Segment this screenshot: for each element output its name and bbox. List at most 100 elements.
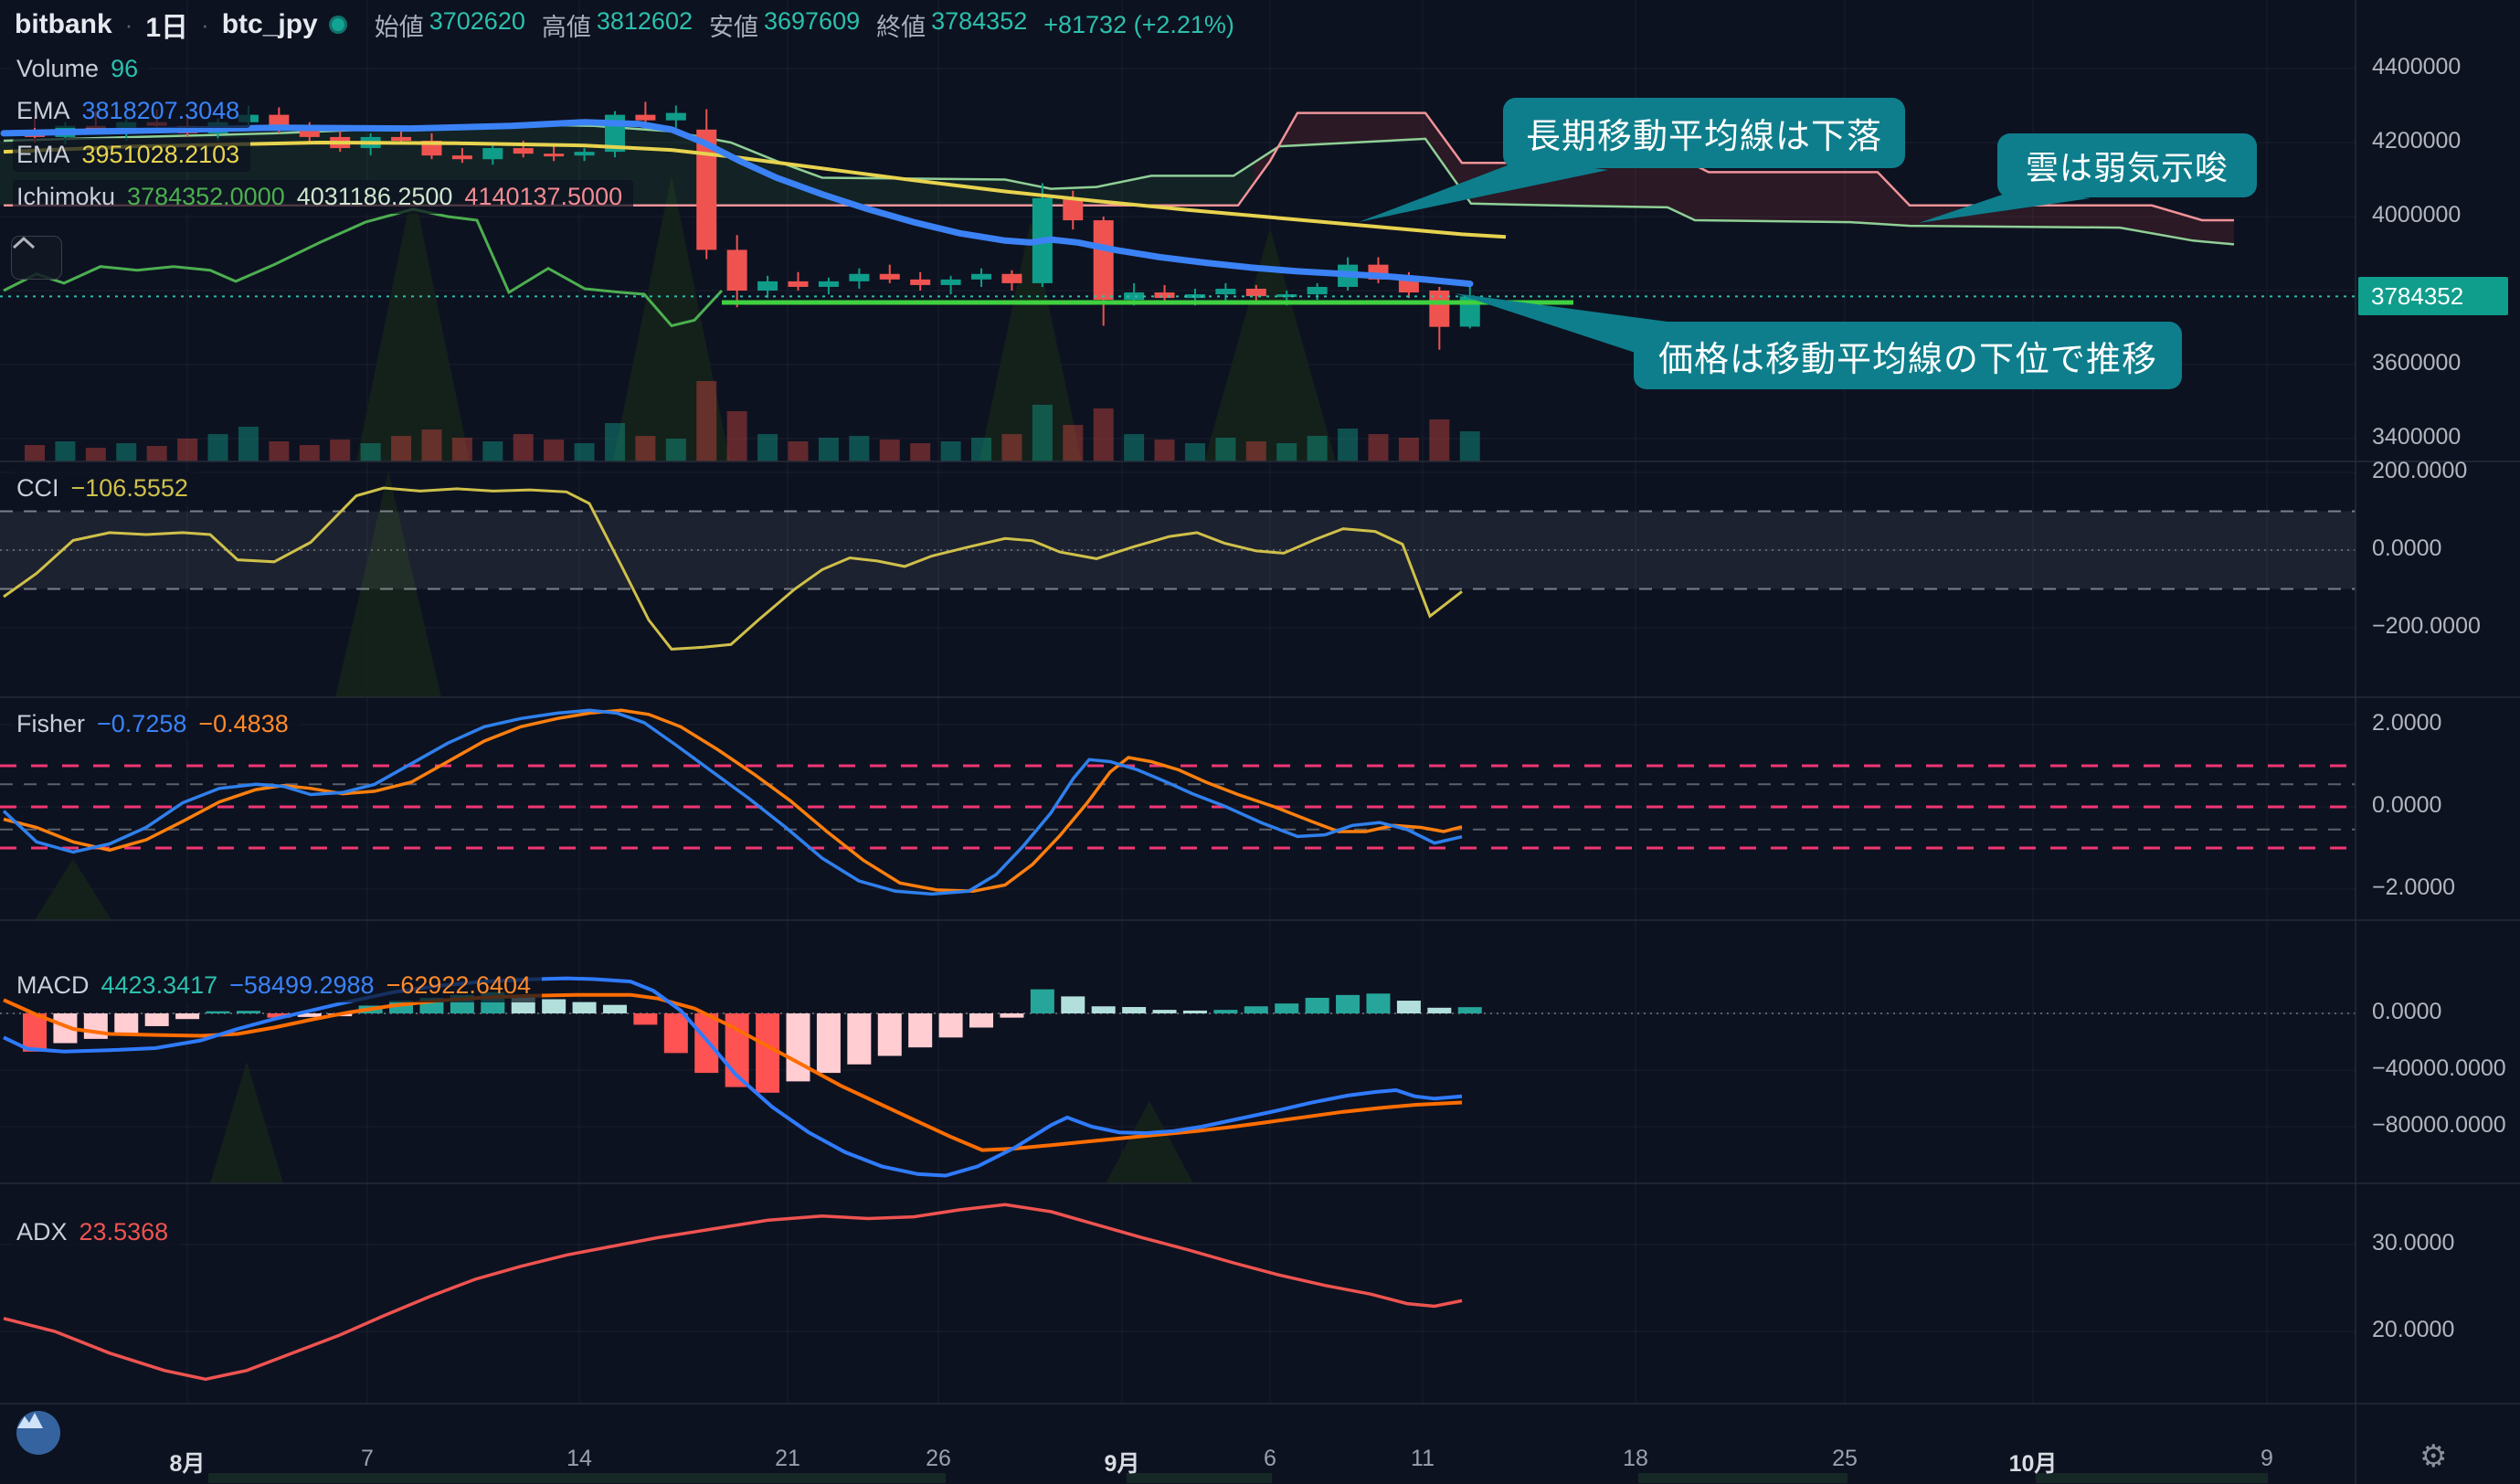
symbol-name[interactable]: btc_jpy <box>221 9 318 39</box>
open-value: 3702620 <box>429 6 525 35</box>
legend-adx[interactable]: ADX 23.5368 <box>13 1215 180 1249</box>
price-axis-label: 4200000 <box>2372 128 2462 154</box>
macd-histogram-bar <box>602 1004 627 1013</box>
ichimoku-label: Ichimoku <box>16 183 116 210</box>
candle-body <box>1276 294 1297 298</box>
macd-axis-label: −80000.0000 <box>2372 1112 2506 1138</box>
candle-body <box>1154 292 1175 299</box>
ema-slow-value: 3951028.2103 <box>81 141 240 168</box>
time-axis-label: 7 <box>361 1446 374 1471</box>
open-label: 始値 <box>374 13 424 41</box>
fisher-axis-label: 0.0000 <box>2372 792 2442 818</box>
macd-value-1: 4423.3417 <box>101 971 218 999</box>
candle-body <box>451 155 472 160</box>
legend-ema-slow[interactable]: EMA 3951028.2103 <box>13 138 251 172</box>
macd-axis-label: 0.0000 <box>2372 999 2442 1024</box>
annotation-tail <box>1455 293 1681 356</box>
volume-bar <box>1093 408 1114 461</box>
tradingview-logo[interactable] <box>16 1411 60 1455</box>
macd-histogram-bar <box>1213 1010 1238 1013</box>
candle-body <box>940 279 961 285</box>
interval-label[interactable]: 1日 <box>145 13 189 43</box>
candle-body <box>574 152 595 156</box>
ema-fast-line <box>0 119 1474 288</box>
collapse-pane-button[interactable] <box>11 236 62 280</box>
annotation-text: 雲は弱気示唆 <box>2025 149 2229 186</box>
volume-bar <box>879 440 900 461</box>
volume-bar <box>1184 443 1205 461</box>
volume-bar <box>910 443 931 461</box>
adx-axis-label: 20.0000 <box>2372 1317 2455 1342</box>
annotation-text: 長期移動平均線は下落 <box>1525 118 1882 156</box>
volume-bar <box>299 445 320 461</box>
macd-histogram-bar <box>816 1013 841 1074</box>
annotation-callout-long-ma[interactable]: 長期移動平均線は下落 <box>1503 98 1905 168</box>
candle-body <box>788 281 809 287</box>
legend-volume[interactable]: Volume 96 <box>13 52 150 86</box>
annotation-callout-price-below-ma[interactable]: 価格は移動平均線の下位で推移 <box>1634 322 2182 389</box>
volume-bar <box>1429 419 1450 461</box>
volume-bar <box>1276 443 1297 461</box>
adx-value: 23.5368 <box>79 1218 169 1246</box>
macd-axis-label: −40000.0000 <box>2372 1055 2506 1081</box>
ema-slow-line <box>3 140 1507 239</box>
volume-bar <box>849 436 870 461</box>
session-strip <box>2036 1473 2268 1483</box>
macd-histogram-bar <box>694 1013 719 1074</box>
session-strip <box>208 1473 946 1483</box>
adx-line <box>3 1203 1463 1382</box>
macd-histogram-bar <box>1396 1001 1421 1013</box>
candle-body <box>665 112 686 121</box>
ichimoku-value-3: 4140137.5000 <box>464 183 623 210</box>
annotation-callout-cloud[interactable]: 雲は弱気示唆 <box>1997 133 2257 197</box>
time-axis-label: 9 <box>2261 1446 2273 1471</box>
candle-body <box>1001 273 1022 283</box>
separator-dot: · <box>201 10 209 38</box>
legend-ichimoku[interactable]: Ichimoku 3784352.0000 4031186.2500 41401… <box>13 180 634 214</box>
candle-body <box>391 136 412 141</box>
candle-body <box>1245 288 1266 297</box>
macd-histogram-bar <box>1427 1007 1452 1013</box>
high-label: 高値 <box>541 13 591 41</box>
ichimoku-value-2: 4031186.2500 <box>296 183 453 210</box>
volume-bar <box>665 439 686 461</box>
gear-icon[interactable]: ⚙ <box>2419 1439 2448 1474</box>
volume-bar <box>788 441 809 461</box>
last-price-badge: 3784352 <box>2358 277 2508 316</box>
candle-body <box>1093 220 1114 301</box>
macd-histogram-bar <box>663 1013 688 1054</box>
ema-fast-label: EMA <box>16 97 70 124</box>
time-axis-label: 6 <box>1264 1446 1276 1471</box>
cci-axis-label: 0.0000 <box>2372 535 2442 561</box>
volume-bar <box>269 441 290 461</box>
time-axis-label: 8月 <box>169 1451 206 1477</box>
symbol-header[interactable]: bitbank · 1日 · btc_jpy 始値 3702620 高値 38126… <box>15 7 1234 44</box>
candle-body <box>544 154 565 157</box>
time-axis-label: 10月 <box>2008 1451 2058 1477</box>
separator-dot: · <box>124 10 133 38</box>
legend-fisher[interactable]: Fisher −0.7258 −0.4838 <box>13 707 300 741</box>
ghost-volume-shape <box>1204 228 1336 461</box>
fisher-axis-label: −2.0000 <box>2372 874 2456 900</box>
legend-cci[interactable]: CCI −106.5552 <box>13 472 199 505</box>
macd-histogram-bar <box>938 1013 963 1038</box>
macd-histogram-bar <box>1061 996 1085 1013</box>
macd-histogram-bar <box>1244 1006 1268 1013</box>
candle-body <box>1124 292 1145 301</box>
volume-bar <box>604 423 625 461</box>
volume-bar <box>482 441 503 461</box>
macd-histogram-bar <box>23 1013 47 1052</box>
fisher-line <box>2 708 1463 896</box>
volume-bar <box>940 441 961 461</box>
exchange-name[interactable]: bitbank <box>15 9 112 39</box>
volume-bar <box>421 429 442 461</box>
ohlc-readout: 始値 3702620 高値 3812602 安値 3697609 終値 3784352 … <box>375 7 1234 43</box>
legend-ema-fast[interactable]: EMA 3818207.3048 <box>13 94 251 128</box>
mountains-icon <box>17 1413 43 1428</box>
fisher-value-2: −0.4838 <box>198 710 289 737</box>
legend-macd[interactable]: MACD 4423.3417 −58499.2988 −62922.6404 <box>13 969 542 1002</box>
time-axis-label: 11 <box>1411 1446 1435 1471</box>
macd-histogram-bar <box>877 1013 902 1056</box>
candle-body <box>818 281 839 287</box>
